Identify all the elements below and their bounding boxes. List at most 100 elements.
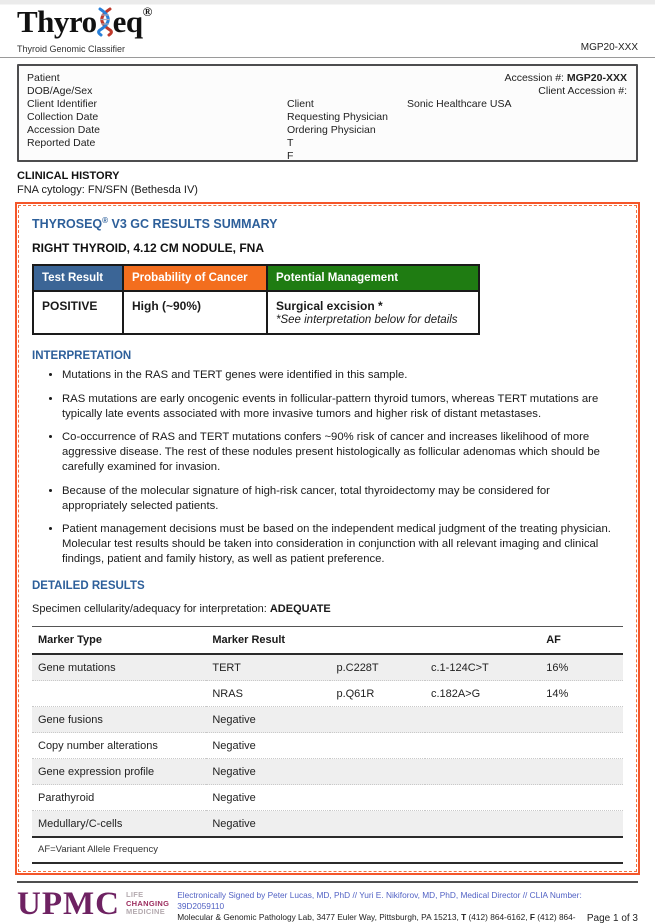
cell-protein-change xyxy=(330,758,425,786)
patient-field-labels: Patient DOB/Age/Sex Client Identifier Co… xyxy=(27,72,100,150)
summary-title-pre: THYROSEQ xyxy=(32,217,103,232)
tagline-medicine: MEDICINE xyxy=(125,907,166,916)
footer-text-block: Electronically Signed by Peter Lucas, MD… xyxy=(177,890,587,924)
window-top-strip xyxy=(0,0,655,5)
probability-value: High (~90%) xyxy=(122,290,268,336)
logo-registered-mark: ® xyxy=(142,4,153,19)
interpretation-list: Mutations in the RAS and TERT genes were… xyxy=(62,368,617,567)
cell-marker-result: TERT xyxy=(206,654,331,682)
footer-divider xyxy=(17,881,638,883)
clinical-history-text: FNA cytology: FN/SFN (Bethesda IV) xyxy=(17,183,198,196)
specimen-adequacy-line: Specimen cellularity/adequacy for interp… xyxy=(32,603,623,615)
lab-address-line: Molecular & Genomic Pathology Lab, 3477 … xyxy=(177,912,587,924)
header-test-result: Test Result xyxy=(32,264,124,293)
management-note: *See interpretation below for details xyxy=(276,314,458,327)
cell-coding-change xyxy=(425,732,541,760)
cell-protein-change xyxy=(330,732,425,760)
interpretation-bullet: Patient management decisions must be bas… xyxy=(62,522,617,567)
cell-coding-change: c.1-124C>T xyxy=(425,654,541,682)
lab-fax-value: (412) 864-6163 xyxy=(177,911,576,924)
specimen-adequacy-value: ADEQUATE xyxy=(269,603,331,616)
accession-line: Accession #: MGP20-XXX xyxy=(504,72,627,85)
table-row: Medullary/C-cells Negative xyxy=(32,810,623,839)
label-dob-age-sex: DOB/Age/Sex xyxy=(27,85,93,97)
summary-result-row: POSITIVE High (~90%) Surgical excision *… xyxy=(32,290,480,336)
cell-coding-change: c.182A>G xyxy=(425,680,541,708)
report-header: Thyro eq ® Thyroid Genomic Classifier MG… xyxy=(0,5,655,58)
label-collection-date: Collection Date xyxy=(27,111,99,123)
label-patient: Patient xyxy=(27,72,60,84)
lab-phone-label: T xyxy=(461,911,467,922)
patient-info-box: Patient DOB/Age/Sex Client Identifier Co… xyxy=(17,64,638,162)
dna-helix-icon xyxy=(95,7,115,45)
client-value: Sonic Healthcare USA xyxy=(407,98,512,110)
cell-marker-result: Negative xyxy=(206,706,331,734)
af-footnote: AF=Variant Allele Frequency xyxy=(32,837,623,865)
table-row: Gene mutations TERT p.C228T c.1-124C>T 1… xyxy=(32,654,623,682)
header-protein-change xyxy=(330,626,425,656)
cell-protein-change xyxy=(330,810,425,839)
header-probability-of-cancer: Probability of Cancer xyxy=(122,264,268,293)
management-value-cell: Surgical excision * *See interpretation … xyxy=(266,290,480,336)
cell-af xyxy=(540,784,623,812)
cell-coding-change xyxy=(425,758,541,786)
cell-marker-type: Gene fusions xyxy=(32,706,207,734)
interpretation-heading: INTERPRETATION xyxy=(32,350,132,363)
header-coding-change xyxy=(425,626,541,656)
header-marker-type: Marker Type xyxy=(32,626,207,656)
interpretation-bullet: RAS mutations are early oncogenic events… xyxy=(62,392,617,422)
cell-marker-type: Copy number alterations xyxy=(32,732,207,760)
lab-phone-value: (412) 864-6162, xyxy=(466,911,530,922)
logo-text-pre: Thyro xyxy=(17,4,97,39)
clinical-history-heading: CLINICAL HISTORY xyxy=(17,170,120,182)
results-summary-box: THYROSEQ® V3 GC RESULTS SUMMARY RIGHT TH… xyxy=(15,202,640,875)
lab-fax-label: F xyxy=(529,911,535,922)
table-row: Gene expression profile Negative xyxy=(32,758,623,786)
accession-label: Accession #: xyxy=(504,72,564,84)
detailed-results-table: Marker Type Marker Result AF Gene mutati… xyxy=(32,626,623,865)
cell-protein-change: p.Q61R xyxy=(330,680,425,708)
label-client-identifier: Client Identifier xyxy=(27,98,98,110)
label-ordering-physician: Ordering Physician xyxy=(287,124,376,136)
management-value: Surgical excision * xyxy=(276,299,383,314)
tagline-life: LIFE xyxy=(125,890,144,899)
interpretation-bullet: Co-occurrence of RAS and TERT mutations … xyxy=(62,430,617,475)
cell-marker-type xyxy=(32,680,207,708)
marker-table-footnote-row: AF=Variant Allele Frequency xyxy=(32,837,623,865)
thyroseq-logo: Thyro eq ® Thyroid Genomic Classifier xyxy=(17,4,153,57)
cell-marker-result: Negative xyxy=(206,810,331,839)
cell-marker-result: Negative xyxy=(206,758,331,786)
summary-title-reg: ® xyxy=(102,216,109,225)
signed-line: Electronically Signed by Peter Lucas, MD… xyxy=(177,890,582,911)
interpretation-bullet: Because of the molecular signature of hi… xyxy=(62,484,617,514)
cell-coding-change xyxy=(425,810,541,839)
summary-header-row: Test Result Probability of Cancer Potent… xyxy=(32,264,480,293)
cell-af: 16% xyxy=(540,654,623,682)
header-af: AF xyxy=(540,626,623,656)
test-result-value: POSITIVE xyxy=(32,290,124,336)
label-fax: F xyxy=(287,150,294,162)
cell-af xyxy=(540,758,623,786)
cell-af: 14% xyxy=(540,680,623,708)
clinical-history-section: CLINICAL HISTORY FNA cytology: FN/SFN (B… xyxy=(17,170,638,197)
tagline-changing: CHANGING xyxy=(125,898,170,908)
summary-title-post: V3 GC RESULTS SUMMARY xyxy=(108,217,278,232)
report-footer: UPMC LIFE CHANGING MEDICINE Electronical… xyxy=(17,886,638,924)
label-client: Client xyxy=(287,98,314,110)
detailed-results-heading: DETAILED RESULTS xyxy=(32,580,145,593)
cell-marker-result: Negative xyxy=(206,732,331,760)
cell-marker-type: Gene mutations xyxy=(32,654,207,682)
cell-protein-change xyxy=(330,706,425,734)
header-potential-management: Potential Management xyxy=(266,264,480,293)
marker-table-header-row: Marker Type Marker Result AF xyxy=(32,626,623,656)
interpretation-bullet: Mutations in the RAS and TERT genes were… xyxy=(62,368,617,383)
cell-marker-type: Medullary/C-cells xyxy=(32,810,207,839)
table-row: Parathyroid Negative xyxy=(32,784,623,812)
logo-tagline: Thyroid Genomic Classifier xyxy=(17,44,126,54)
summary-title: THYROSEQ® V3 GC RESULTS SUMMARY xyxy=(32,216,623,231)
page-number: Page 1 of 3 xyxy=(586,913,638,924)
upmc-logo: UPMC xyxy=(17,886,120,922)
label-telephone: T xyxy=(287,137,294,149)
label-requesting-physician: Requesting Physician xyxy=(287,111,388,123)
